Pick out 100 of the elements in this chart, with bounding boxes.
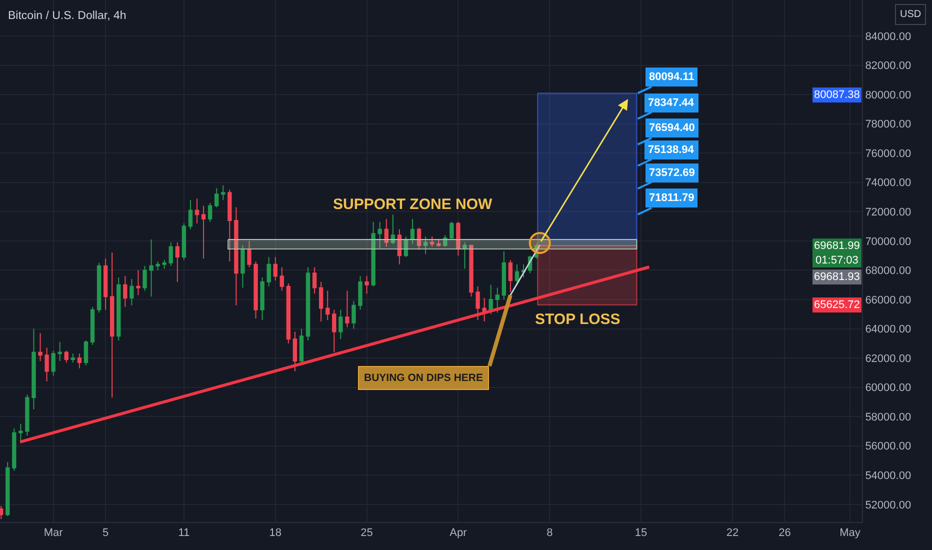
x-tick-label: 15 <box>634 527 648 540</box>
candlestick <box>142 265 147 292</box>
candlestick <box>182 222 186 260</box>
x-tick-label: Apr <box>450 527 468 540</box>
annotation: 69681.93 <box>814 271 860 283</box>
candlestick <box>352 300 356 330</box>
candlestick <box>410 218 415 244</box>
candlestick <box>254 260 258 320</box>
candlestick <box>482 298 486 322</box>
candlestick <box>326 290 330 320</box>
y-tick-label: 76000.00 <box>865 148 912 160</box>
candlestick <box>103 258 108 310</box>
candlestick <box>25 394 30 436</box>
candlestick <box>136 270 140 296</box>
candlestick <box>221 184 226 200</box>
annotation: 76594.40 <box>649 122 695 134</box>
candlestick <box>90 306 95 346</box>
candlestick <box>228 189 232 262</box>
annotation: 78347.44 <box>648 97 695 109</box>
candlestick <box>188 199 193 230</box>
candlestick <box>488 284 493 315</box>
y-tick-label: 78000.00 <box>865 118 912 131</box>
candlestick <box>18 423 23 444</box>
candlestick <box>345 290 350 328</box>
y-tick-label: 72000.00 <box>865 206 912 219</box>
candlestick <box>194 198 200 224</box>
candlestick <box>378 221 382 249</box>
candlestick <box>208 202 212 222</box>
candlestick <box>312 266 317 294</box>
x-tick-label: Mar <box>44 527 64 540</box>
candlestick <box>358 276 362 310</box>
annotation: BUYING ON DIPS HERE <box>364 372 484 384</box>
annotation: SUPPORT ZONE NOW <box>333 196 494 213</box>
candlestick <box>286 282 291 344</box>
annotation: 80094.11 <box>649 71 694 83</box>
x-tick-label: May <box>840 527 861 540</box>
candlestick <box>306 266 310 341</box>
candlestick <box>240 244 245 288</box>
x-tick-label: 18 <box>269 527 282 540</box>
candlestick <box>338 309 343 340</box>
x-tick-label: 26 <box>778 527 791 540</box>
candlestick <box>123 276 128 308</box>
candlestick <box>175 242 180 282</box>
y-tick-label: 58000.00 <box>865 411 912 424</box>
y-tick-label: 52000.00 <box>865 499 912 512</box>
candlestick <box>456 221 460 256</box>
candlestick <box>84 340 88 366</box>
candlestick <box>12 428 16 472</box>
candlestick <box>44 347 49 382</box>
annotation: 69681.99 01:57:03 <box>814 240 860 266</box>
y-tick-label: 82000.00 <box>865 60 912 72</box>
candlestick <box>58 341 62 362</box>
candlestick <box>64 350 68 363</box>
candlestick <box>51 350 56 376</box>
candlestick <box>6 461 10 517</box>
x-tick-label: 8 <box>546 527 553 540</box>
candlestick <box>450 221 454 240</box>
x-tick-label: 5 <box>102 527 109 540</box>
x-tick-label: 25 <box>360 527 373 540</box>
candlestick <box>116 277 121 341</box>
annotation: 80087.38 <box>814 89 860 101</box>
candlestick <box>149 238 154 298</box>
y-tick-label: 70000.00 <box>865 236 912 248</box>
annotation: 65625.72 <box>814 299 860 311</box>
candlestick <box>495 287 500 314</box>
candlestick <box>280 266 284 292</box>
candlestick <box>332 309 336 353</box>
y-tick-label: 54000.00 <box>865 470 912 482</box>
y-tick-label: 80000.00 <box>865 89 912 102</box>
y-tick-label: 84000.00 <box>865 30 912 43</box>
y-tick-label: 68000.00 <box>865 265 912 278</box>
candlestick <box>273 256 278 281</box>
annotation: 73572.69 <box>649 167 695 179</box>
candlestick <box>292 331 298 372</box>
candlestick <box>214 188 219 208</box>
candlestick <box>476 286 480 320</box>
candlestick <box>77 353 82 369</box>
candlestick <box>32 328 36 410</box>
candlestick <box>0 505 4 520</box>
candlestick <box>234 206 238 306</box>
x-tick-label: 22 <box>726 527 739 540</box>
text: Bitcoin / U.S. Dollar, 4h <box>8 10 126 22</box>
candlestick <box>318 281 324 322</box>
candlestick <box>96 262 102 314</box>
candlestick <box>260 277 264 320</box>
y-tick-label: 56000.00 <box>865 440 912 453</box>
candlestick <box>247 240 252 268</box>
y-tick-label: 60000.00 <box>865 382 912 394</box>
candlestick <box>168 242 173 266</box>
candlestick <box>299 328 304 366</box>
candlestick <box>38 332 42 362</box>
y-tick-label: 66000.00 <box>865 294 912 306</box>
candlestick <box>70 353 76 363</box>
candlestick <box>508 259 513 293</box>
y-tick-label: 64000.00 <box>865 324 912 336</box>
candlestick <box>514 264 520 286</box>
annotation: 75138.94 <box>648 144 695 156</box>
y-tick-label: 62000.00 <box>865 352 912 365</box>
candlestick <box>266 256 271 287</box>
y-axis-title: USD <box>900 9 922 20</box>
